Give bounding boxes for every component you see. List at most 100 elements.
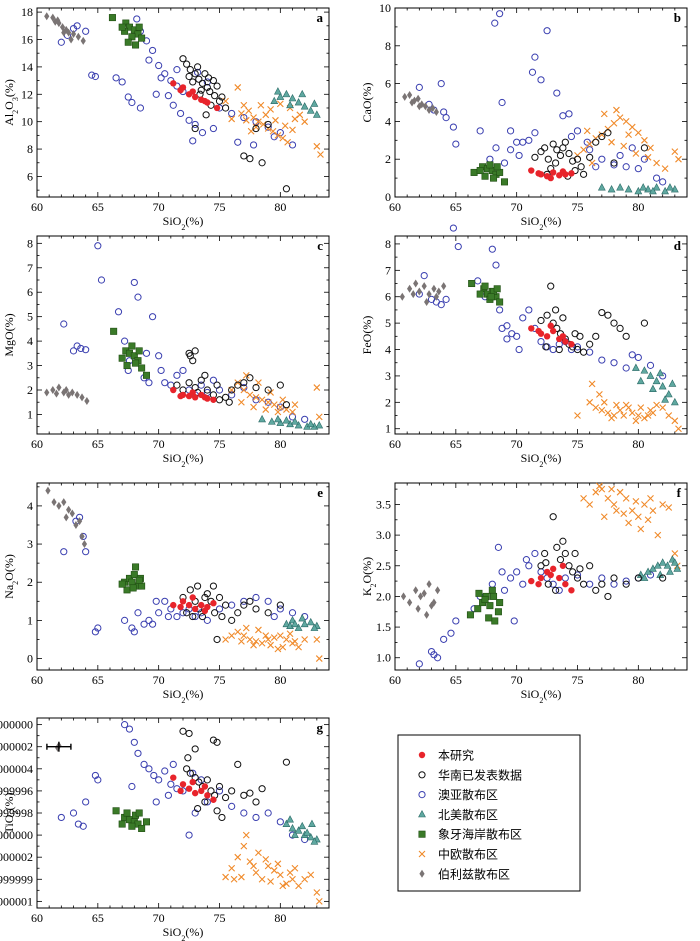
data-point <box>198 601 205 609</box>
data-point <box>228 787 236 795</box>
panel-letter: d <box>674 238 682 253</box>
y-axis-title: TiO2(%) <box>2 793 20 834</box>
data-point <box>201 783 209 790</box>
x-tick-label: 65 <box>92 673 104 687</box>
data-point <box>186 586 194 594</box>
data-point <box>436 287 442 296</box>
data-point <box>161 70 169 78</box>
data-point <box>252 813 260 822</box>
data-point <box>130 352 138 360</box>
data-point <box>567 132 576 141</box>
data-point <box>610 119 618 127</box>
data-point <box>270 401 278 409</box>
data-point <box>112 74 120 82</box>
y-axis-title: Na2O(%) <box>2 554 20 599</box>
data-point <box>179 781 187 788</box>
data-point <box>569 157 577 165</box>
data-point <box>198 129 207 137</box>
data-point <box>654 531 662 539</box>
data-point <box>628 144 636 152</box>
data-point <box>209 736 218 744</box>
data-point <box>130 738 138 746</box>
data-point <box>267 878 274 885</box>
plot-frame <box>36 717 330 909</box>
data-point <box>661 186 669 195</box>
data-point <box>659 574 667 582</box>
data-point <box>486 602 494 610</box>
data-point <box>307 871 315 879</box>
data-point <box>129 584 137 592</box>
y-tick-label: 16 <box>21 33 33 47</box>
data-point <box>63 513 69 522</box>
data-point <box>315 655 323 662</box>
data-point <box>221 601 230 609</box>
data-point <box>592 163 600 171</box>
data-point <box>312 110 321 118</box>
data-point <box>547 174 554 182</box>
data-point <box>79 532 85 541</box>
data-point <box>88 71 96 79</box>
data-point <box>264 120 272 129</box>
data-point <box>492 261 500 269</box>
data-point <box>240 842 248 850</box>
data-point <box>422 102 429 111</box>
panel-letter: a <box>317 10 324 25</box>
y-tick-label: 0 <box>385 190 391 204</box>
data-point <box>191 612 199 621</box>
data-point <box>84 397 90 405</box>
data-point <box>123 362 131 370</box>
data-point <box>586 146 594 154</box>
data-point <box>288 824 297 832</box>
data-point <box>284 138 292 146</box>
data-point <box>470 168 478 176</box>
data-point <box>592 332 600 340</box>
data-point <box>189 612 197 621</box>
data-point <box>170 601 177 609</box>
data-point <box>189 778 196 786</box>
data-point <box>44 388 50 397</box>
data-point <box>164 791 172 799</box>
data-point <box>561 574 569 582</box>
data-point <box>544 155 552 163</box>
data-point <box>402 92 408 101</box>
data-point <box>91 72 100 81</box>
data-point <box>586 580 594 588</box>
data-point <box>282 758 291 766</box>
data-point <box>488 586 496 594</box>
data-point <box>313 384 321 391</box>
x-tick-label: 75 <box>214 437 226 451</box>
data-point <box>69 809 78 817</box>
data-point <box>315 421 324 429</box>
x-tick-label: 70 <box>511 200 523 214</box>
data-point <box>579 580 588 588</box>
data-point <box>634 574 642 582</box>
y-tick-label: 0.50000000000000000 <box>0 828 33 842</box>
y-tick-label: 4 <box>27 499 33 513</box>
data-point <box>206 87 214 96</box>
data-point <box>152 597 160 605</box>
data-point <box>185 601 193 609</box>
data-point <box>222 97 229 105</box>
data-point <box>170 80 177 87</box>
data-point <box>291 401 299 409</box>
data-point <box>186 66 194 74</box>
panel-letter: f <box>677 485 682 500</box>
data-point <box>300 102 309 110</box>
data-point <box>218 93 226 101</box>
data-point <box>531 53 539 61</box>
data-point <box>145 616 153 624</box>
data-point <box>315 413 323 421</box>
data-point <box>148 620 157 628</box>
x-tick-label: 70 <box>153 437 165 451</box>
data-point <box>94 776 102 784</box>
x-tick-label: 75 <box>214 911 226 925</box>
data-point <box>177 392 184 400</box>
data-point <box>433 292 439 301</box>
data-point <box>228 391 236 399</box>
data-point <box>255 849 262 857</box>
data-point <box>61 28 67 37</box>
data-point <box>500 178 508 186</box>
data-point <box>53 389 60 398</box>
data-point <box>197 376 205 384</box>
data-point <box>122 19 130 27</box>
